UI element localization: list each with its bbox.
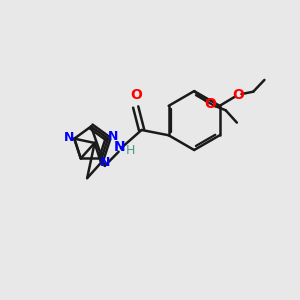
Text: N: N	[100, 156, 110, 169]
Text: N: N	[108, 130, 119, 143]
Text: N: N	[114, 140, 126, 154]
Text: H: H	[126, 144, 135, 157]
Text: N: N	[64, 131, 74, 144]
Text: O: O	[204, 98, 216, 111]
Text: O: O	[130, 88, 142, 102]
Text: O: O	[232, 88, 244, 102]
